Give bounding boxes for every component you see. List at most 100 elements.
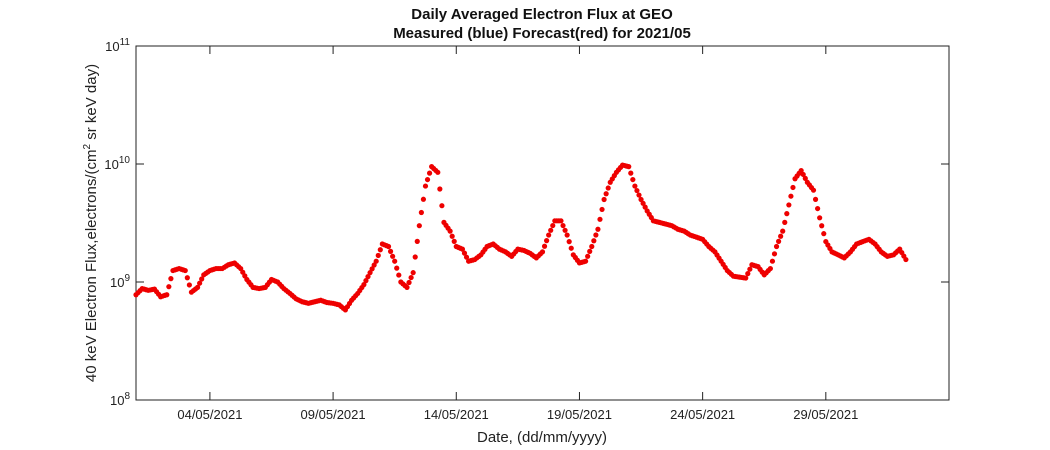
data-point [371, 262, 377, 268]
y-tick-label-base: 10 [110, 393, 124, 408]
data-point [591, 238, 597, 244]
data-point [546, 232, 552, 238]
data-point [544, 238, 550, 244]
data-point [747, 266, 753, 272]
data-point [420, 196, 427, 202]
data-point [396, 272, 402, 278]
y-axis-label-tail: sr keV day) [83, 64, 100, 144]
chart-subtitle: Measured (blue) Forecast(red) for 2021/0… [393, 25, 691, 42]
data-point [363, 278, 369, 284]
data-point [640, 200, 646, 206]
data-point [605, 185, 611, 191]
data-point [437, 186, 443, 192]
data-point [786, 202, 792, 208]
data-point [767, 265, 773, 272]
data-point [463, 254, 470, 260]
data-point [773, 243, 780, 250]
data-point [410, 270, 416, 276]
data-point [197, 280, 203, 286]
data-point [601, 196, 607, 203]
data-point [560, 222, 566, 229]
data-point [394, 265, 400, 271]
data-point [798, 167, 804, 174]
data-point [404, 284, 410, 290]
data-point [387, 248, 394, 254]
data-point [418, 209, 424, 216]
data-point [589, 243, 595, 250]
data-point [769, 258, 776, 264]
data-point [817, 215, 823, 221]
data-point [743, 275, 749, 281]
data-point [603, 191, 609, 197]
data-point [558, 218, 564, 224]
data-point [377, 247, 383, 253]
data-point [550, 222, 556, 229]
y-tick-label: 109 [110, 273, 130, 290]
data-point [778, 233, 784, 239]
data-point [632, 183, 638, 189]
data-point [168, 276, 174, 282]
x-tick-label: 19/05/2021 [547, 407, 612, 422]
data-point [365, 274, 371, 280]
x-tick-label: 14/05/2021 [424, 407, 489, 422]
data-point [373, 258, 379, 264]
data-point [541, 243, 548, 249]
data-point [408, 274, 414, 281]
x-axis: 04/05/2021 09/05/2021 14/05/2021 19/05/2021… [177, 46, 858, 422]
data-point [800, 171, 806, 178]
data-point [583, 258, 589, 264]
data-point [412, 254, 418, 260]
data-point [819, 223, 825, 229]
data-point [595, 226, 601, 232]
data-point [587, 248, 593, 254]
y-tick-label-exp: 11 [120, 37, 131, 48]
x-tick-label: 29/05/2021 [793, 407, 858, 422]
data-point [184, 275, 190, 281]
data-point [426, 170, 433, 176]
y-tick-label-base: 10 [110, 275, 124, 290]
y-axis-label: 40 keV Electron Flux,electrons/(cm2 sr k… [82, 64, 100, 382]
data-point [447, 228, 453, 234]
data-point [406, 279, 412, 286]
data-point [568, 245, 574, 251]
data-point [424, 176, 431, 183]
data-point [164, 292, 170, 298]
data-point [548, 227, 554, 233]
data-point [390, 253, 396, 259]
data-point [776, 238, 782, 244]
y-tick-label: 108 [110, 391, 130, 408]
data-point [642, 204, 648, 210]
data-point [414, 238, 420, 244]
data-point [790, 184, 796, 191]
chart-title: Daily Averaged Electron Flux at GEO [411, 6, 673, 23]
data-point [630, 176, 636, 183]
data-point [597, 216, 603, 222]
data-point [780, 228, 786, 234]
y-tick-label-base: 10 [104, 157, 118, 172]
data-point [585, 253, 591, 259]
data-point [788, 193, 794, 199]
data-point [626, 164, 632, 170]
x-tick-label: 24/05/2021 [670, 407, 735, 422]
data-point [422, 183, 429, 189]
y-axis-label-main: 40 keV Electron Flux,electrons/(cm [83, 150, 100, 383]
x-tick-label: 09/05/2021 [301, 407, 366, 422]
data-point [638, 196, 644, 203]
y-tick-label-exp: 8 [124, 391, 130, 402]
data-point [449, 233, 455, 239]
data-point [782, 219, 788, 225]
y-axis-label-sup: 2 [82, 144, 93, 150]
y-tick-label-exp: 10 [119, 155, 131, 166]
data-point [634, 187, 640, 194]
data-point [903, 256, 909, 263]
data-point [435, 169, 441, 175]
data-point [392, 258, 398, 264]
data-point [562, 227, 568, 233]
data-points [133, 162, 909, 313]
data-point [810, 187, 817, 193]
data-point [451, 238, 457, 244]
plot-area [135, 45, 950, 401]
data-point [636, 192, 642, 198]
data-point [564, 232, 570, 238]
data-point [361, 282, 367, 288]
